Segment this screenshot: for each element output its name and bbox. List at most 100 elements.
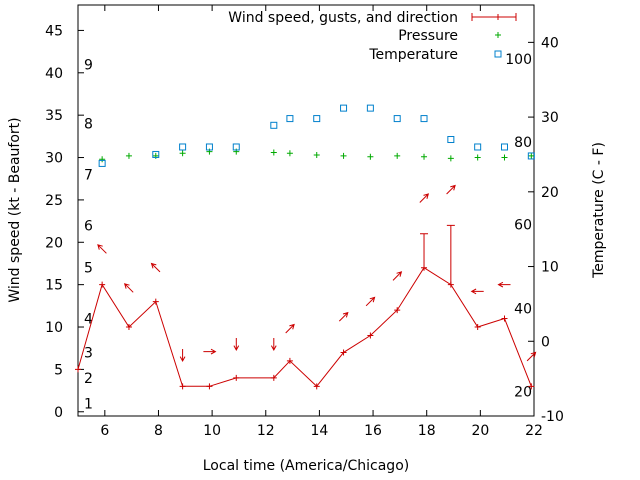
temperature-point xyxy=(179,143,187,151)
y-tick-label: 40 xyxy=(45,66,63,82)
plot-background xyxy=(77,4,535,417)
beaufort-label: 8 xyxy=(84,117,93,133)
temperature-point xyxy=(527,152,535,160)
pressure-point xyxy=(394,152,401,159)
wind-speed-point xyxy=(270,374,277,381)
y-axis-label: Wind speed (kt - Beaufort) xyxy=(7,117,23,302)
wind-direction-arrow xyxy=(270,338,277,352)
y-tick-label: 0 xyxy=(54,405,63,421)
x-axis-label: Local time (America/Chicago) xyxy=(203,458,409,474)
fahrenheit-label: 40 xyxy=(514,301,532,317)
axis-tick-labels: 6 8 10 12 14 16 18 20 22051015202530354045-10010… xyxy=(45,23,564,439)
pressure-point xyxy=(179,150,186,157)
wind-direction-arrow xyxy=(285,323,295,334)
legend-swatch-temperature xyxy=(494,50,502,58)
beaufort-label: 3 xyxy=(84,345,93,361)
temperature-point xyxy=(286,115,294,123)
wind-speed-point xyxy=(340,349,347,356)
wind-direction-arrow xyxy=(526,351,537,362)
y-tick-label: 10 xyxy=(45,320,63,336)
x-tick-label: 10 xyxy=(203,423,221,439)
wind-direction-arrow xyxy=(123,283,134,293)
y2-tick-label: 10 xyxy=(541,260,559,276)
beaufort-label: 5 xyxy=(84,261,93,277)
wind-speed-point xyxy=(125,324,132,331)
x-tick-label: 16 xyxy=(364,423,382,439)
wind-speed-point xyxy=(206,383,213,390)
gust-bar xyxy=(446,224,455,285)
legend-label-temperature: Temperature xyxy=(368,47,458,63)
wind-direction-arrow xyxy=(203,348,217,355)
y-tick-label: 15 xyxy=(45,278,63,294)
y-tick-label: 30 xyxy=(45,151,63,167)
fahrenheit-label: 20 xyxy=(514,384,532,400)
legend-swatch-pressure xyxy=(495,32,501,38)
fahrenheit-label: 100 xyxy=(505,52,532,68)
wind-speed-point xyxy=(286,357,293,364)
plot-frame xyxy=(77,4,535,417)
wind-speed-point xyxy=(528,383,535,390)
legend-swatch-wind xyxy=(471,13,517,21)
y-tick-label: 20 xyxy=(45,235,63,251)
pressure-point xyxy=(474,154,481,161)
wind-speed-point xyxy=(75,366,81,373)
x-tick-label: 6 xyxy=(100,423,109,439)
wind-speed-line xyxy=(77,267,532,388)
temperature-point xyxy=(313,115,321,123)
pressure-point xyxy=(501,154,508,161)
fahrenheit-label: 60 xyxy=(514,218,532,234)
temperature-point xyxy=(205,143,213,151)
wind-speed-point xyxy=(367,332,374,339)
beaufort-label: 2 xyxy=(84,371,93,387)
wind-speed-point xyxy=(99,281,106,288)
pressure-point xyxy=(421,153,428,160)
x-tick-label: 14 xyxy=(310,423,328,439)
wind-speed-point xyxy=(152,298,159,305)
wind-direction-arrow xyxy=(97,244,107,254)
wind-direction-arrow xyxy=(365,296,376,307)
chart-marks xyxy=(75,104,537,390)
wind-direction-arrow xyxy=(497,281,511,288)
y-tick-label: 25 xyxy=(45,193,63,209)
temperature-point xyxy=(393,115,401,123)
pressure-point xyxy=(99,156,106,163)
wind-direction-arrow xyxy=(179,349,186,363)
temperature-point xyxy=(447,136,455,144)
wind-speed-point xyxy=(394,307,401,314)
temperature-point xyxy=(152,150,160,158)
y2-tick-label: 20 xyxy=(541,185,559,201)
x-tick-label: 12 xyxy=(257,423,275,439)
pressure-point xyxy=(286,150,293,157)
temperature-point xyxy=(474,143,482,151)
y2-tick-label: 30 xyxy=(541,110,559,126)
wind-direction-arrow xyxy=(470,288,484,295)
fahrenheit-label: 80 xyxy=(514,135,532,151)
y2-tick-label: 40 xyxy=(541,35,559,51)
y2-tick-label: -10 xyxy=(541,409,564,425)
y2-axis-label: Temperature (C - F) xyxy=(591,142,607,279)
temperature-point xyxy=(366,104,374,112)
wind-speed-point xyxy=(501,315,508,322)
wind-speed-point xyxy=(179,383,186,390)
temperature-point xyxy=(500,143,508,151)
temperature-point xyxy=(232,143,240,151)
beaufort-label: 7 xyxy=(84,167,93,183)
pressure-point xyxy=(270,149,277,156)
wind-direction-arrow xyxy=(446,184,456,195)
pressure-point xyxy=(125,152,132,159)
y-tick-label: 35 xyxy=(45,108,63,124)
fahrenheit-labels: 20 40 60 80 100 xyxy=(505,52,532,401)
x-tick-label: 8 xyxy=(154,423,163,439)
axis-ticks xyxy=(78,5,535,417)
wind-speed-point xyxy=(313,383,320,390)
x-tick-label: 22 xyxy=(525,423,543,439)
beaufort-labels: 1 2 3 4 5 6 7 8 9 xyxy=(84,57,93,412)
wind-direction-arrow xyxy=(233,338,240,352)
beaufort-label: 1 xyxy=(84,396,93,412)
wind-direction-arrow xyxy=(419,193,430,203)
y-tick-label: 5 xyxy=(54,362,63,378)
y-tick-label: 45 xyxy=(45,23,63,39)
legend-label-pressure: Pressure xyxy=(398,28,458,44)
pressure-point xyxy=(528,152,535,159)
